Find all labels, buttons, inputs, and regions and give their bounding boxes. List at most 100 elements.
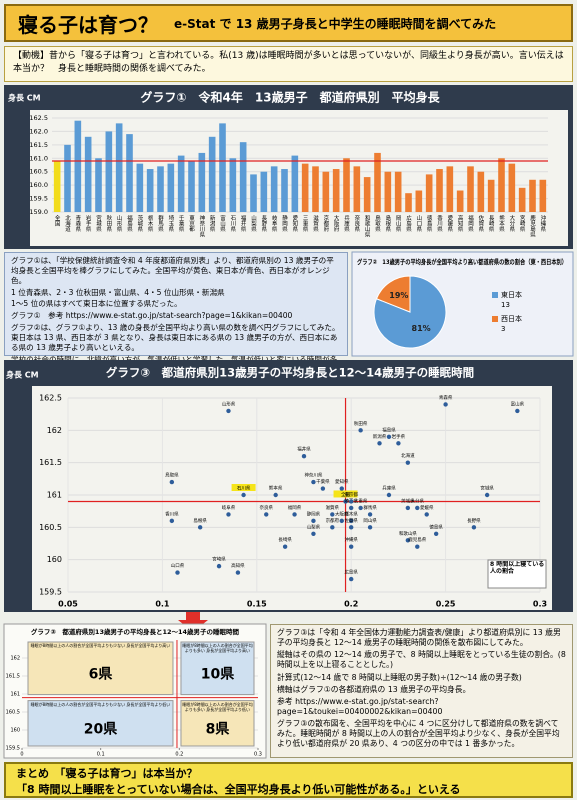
data-label: 81%	[412, 324, 431, 333]
point	[405, 460, 411, 465]
note: 横軸はグラフ①の各都道府県の 13 歳男子の平均身長。	[277, 684, 471, 694]
point-label: 沖縄県	[344, 536, 358, 543]
point-label: 群馬県	[363, 504, 377, 511]
quadrant-count: 10県	[201, 666, 234, 682]
bar	[518, 187, 526, 212]
x-tick-label: 滋賀県	[312, 214, 319, 233]
point	[386, 434, 392, 439]
x-tick-label: 0.2	[175, 752, 183, 758]
bar	[167, 163, 175, 212]
x-tick-label: 長野県	[260, 215, 267, 233]
point-label: 香川県	[165, 510, 179, 517]
point	[282, 544, 288, 549]
x-tick-label: 0	[20, 752, 23, 758]
point-label: 全国	[341, 491, 350, 498]
point-label: 佐賀県	[344, 517, 358, 524]
point-label: 石川県	[237, 486, 251, 492]
y-tick-label: 161.5	[6, 674, 20, 680]
point-label: 岐阜県	[222, 504, 236, 511]
x-tick-label: 全国	[54, 214, 61, 228]
chart-title: グラフ② 13歳男子の平均身長が全国平均より高い都道府県の数の割合（東・西日本別…	[357, 257, 567, 266]
bar	[219, 123, 226, 212]
bar	[394, 171, 402, 212]
bar	[332, 169, 340, 212]
x-tick-label: 沖縄県	[539, 214, 546, 233]
point-label: 愛媛県	[420, 504, 434, 511]
legend-count: 13	[501, 301, 510, 309]
x-tick-label: 富山県	[219, 214, 226, 233]
point-label: 高知県	[231, 562, 245, 569]
bar	[229, 158, 237, 212]
x-tick-label: 佐賀県	[477, 214, 484, 233]
point	[349, 499, 354, 504]
bar	[157, 166, 164, 212]
x-tick-label: 熊本県	[498, 214, 505, 233]
x-axis-label: 8 時間以上寝ている人の割合	[490, 561, 545, 576]
point-label: 山形県	[222, 400, 236, 407]
y-tick-label: 160.5	[39, 523, 62, 532]
x-tick-label: 静岡県	[281, 214, 288, 233]
point	[169, 518, 175, 524]
bar	[126, 134, 133, 212]
point-label: 広島県	[344, 569, 358, 576]
x-tick-label: 0.05	[58, 600, 78, 609]
annotation: 8 時間以上寝ている人の割合	[490, 561, 545, 576]
x-tick-label: 岡山県	[395, 215, 402, 233]
point	[349, 576, 354, 582]
point	[330, 512, 335, 517]
point-label: 宮城県	[480, 485, 494, 492]
point-label: 宮崎県	[212, 556, 226, 563]
x-tick-label: 0.2	[344, 600, 358, 609]
point	[175, 570, 180, 575]
x-tick-label: 青森県	[74, 214, 81, 233]
x-tick-label: 0.3	[533, 600, 547, 609]
bar	[539, 179, 547, 212]
y-tick-label: 161	[10, 692, 20, 698]
data-label: 19%	[389, 291, 408, 300]
note: グラフ③の散布図を、全国平均を中心に 4 つに区分けして都道府県の数を調べてみた…	[277, 719, 560, 749]
point	[358, 505, 363, 511]
x-tick-label: 岩手県	[85, 214, 92, 233]
bar	[188, 160, 195, 212]
point	[349, 518, 354, 524]
quadrant-box	[180, 641, 255, 696]
legend-swatch	[492, 292, 498, 298]
bar	[508, 163, 516, 212]
quadrant-caption: 睡眠が8時間以上の人の割合が全国平均よりも少ない 身長が全国平均より高い	[30, 643, 171, 648]
point	[484, 492, 490, 498]
quadrant-count: 6県	[89, 666, 113, 682]
x-tick-label: 香川県	[436, 214, 443, 233]
point-label: 鳥取県	[165, 472, 179, 479]
quadrant-caption: 睡眠が8時間以上の人の割合が全国平均よりも少ない 身長が全国平均より低い	[30, 701, 171, 707]
bar	[270, 166, 278, 212]
point-label: 新潟県	[373, 433, 387, 440]
x-tick-label: 鳥取県	[374, 214, 381, 233]
y-tick-label: 159.0	[29, 208, 48, 216]
x-tick-label: 高知県	[457, 214, 464, 233]
point	[241, 492, 246, 498]
caption: 睡眠が8時間以上の人の割合が全国平均よりも少ない 身長が全国平均より低い	[30, 701, 171, 707]
x-tick-label: 茨城県	[136, 214, 143, 233]
bar	[301, 163, 309, 212]
x-tick-label: 大阪府	[333, 214, 340, 233]
point	[396, 441, 401, 446]
point-label: 山梨県	[307, 523, 321, 530]
bar	[374, 152, 381, 212]
point-label: 栃木県	[344, 510, 358, 517]
x-tick-label: 三重県	[302, 215, 309, 233]
summary-line: まとめ 「寝る子は育つ」は本当か？	[16, 767, 198, 780]
note: グラフ①は、「学校保健統計調査令和 4 年度都道府県別表」より、都道府県別の 1…	[11, 256, 334, 285]
y-tick-label: 159.5	[29, 195, 48, 203]
subtitle: e-Stat で 13 歳男子身長と中学生の睡眠時間を調べてみた	[174, 16, 497, 31]
note: 計算式(12～14 歳で 8 時間以上睡眠の男子数)÷(12～14 歳の男子数)	[277, 672, 522, 682]
bar	[146, 169, 154, 212]
point	[515, 408, 520, 414]
title: 寝る子は育つ？	[18, 12, 158, 37]
point	[264, 512, 269, 517]
label-highlight	[333, 490, 358, 498]
caption: 睡眠が8時間以上の人の割合が全国平均よりも少ない 身長が全国平均より高い	[30, 643, 171, 648]
point-label: 京都府	[326, 517, 340, 524]
header: 寝る子は育つ？ e-Stat で 13 歳男子身長と中学生の睡眠時間を調べてみた	[4, 4, 573, 42]
bar	[415, 190, 423, 212]
